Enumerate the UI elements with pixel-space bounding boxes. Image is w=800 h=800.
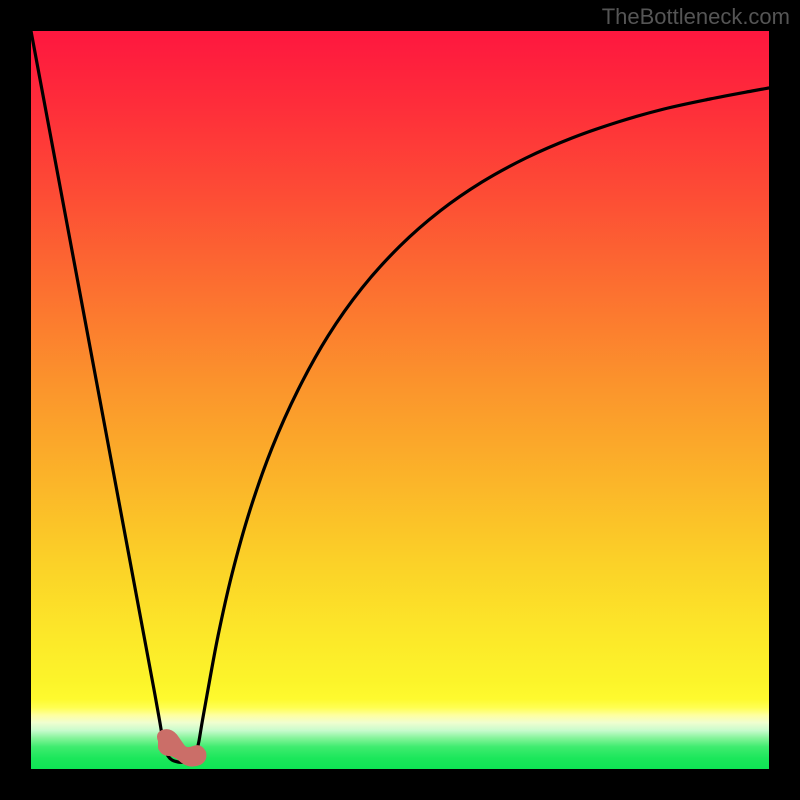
chart-container: TheBottleneck.com (0, 0, 800, 800)
plot-area (31, 31, 769, 769)
chart-svg (0, 0, 800, 800)
watermark-text: TheBottleneck.com (602, 4, 790, 30)
